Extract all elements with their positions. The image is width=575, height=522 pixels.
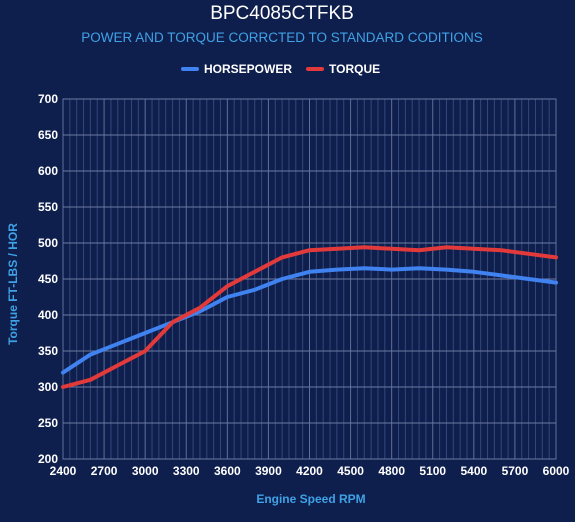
x-axis-title: Engine Speed RPM xyxy=(256,492,365,506)
x-tick-label: 5100 xyxy=(419,464,446,478)
y-tick-label: 350 xyxy=(38,344,58,358)
y-tick-label: 500 xyxy=(38,236,58,250)
legend-label-torque: TORQUE xyxy=(329,62,380,76)
grid xyxy=(62,98,557,460)
x-tick-label: 2700 xyxy=(91,464,118,478)
series-lines xyxy=(61,245,558,389)
y-axis-ticks: 200 250 300 350 400 450 500 550 600 650 700 xyxy=(38,92,58,466)
x-tick-label: 3300 xyxy=(173,464,200,478)
y-tick-label: 400 xyxy=(38,308,58,322)
y-tick-label: 200 xyxy=(38,452,58,466)
series-line-horsepower xyxy=(61,266,558,375)
legend: HORSEPOWER TORQUE xyxy=(181,62,380,76)
y-tick-label: 300 xyxy=(38,380,58,394)
x-tick-label: 6000 xyxy=(543,464,570,478)
x-tick-label: 2400 xyxy=(50,464,77,478)
x-tick-label: 3900 xyxy=(255,464,282,478)
y-tick-label: 250 xyxy=(38,416,58,430)
y-tick-label: 550 xyxy=(38,200,58,214)
x-tick-label: 4200 xyxy=(296,464,323,478)
x-tick-label: 5700 xyxy=(502,464,529,478)
x-tick-label: 5400 xyxy=(460,464,487,478)
x-tick-label: 3000 xyxy=(132,464,159,478)
chart-title: BPC4085CTFKB xyxy=(210,3,354,24)
y-tick-label: 650 xyxy=(38,128,58,142)
legend-label-horsepower: HORSEPOWER xyxy=(204,62,292,76)
series-line-torque xyxy=(61,245,558,389)
y-tick-label: 450 xyxy=(38,272,58,286)
x-tick-label: 4800 xyxy=(378,464,405,478)
x-axis-ticks: 2400 2700 3000 3300 3600 3900 4200 4500 4800 5100… xyxy=(50,464,570,478)
x-tick-label: 3600 xyxy=(214,464,241,478)
x-tick-label: 4500 xyxy=(337,464,364,478)
chart-subtitle: POWER AND TORQUE CORRCTED TO STANDARD CO… xyxy=(81,30,483,45)
y-tick-label: 700 xyxy=(38,92,58,106)
y-axis-title: Torque FT-LBS / HOR xyxy=(6,223,20,345)
y-tick-label: 600 xyxy=(38,164,58,178)
